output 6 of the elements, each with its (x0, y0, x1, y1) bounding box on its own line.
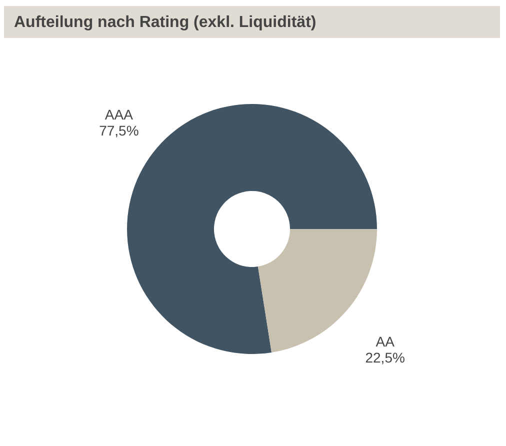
donut-slice (258, 229, 377, 352)
slice-label: AAA (104, 106, 134, 122)
data-label: 77,5% (99, 122, 139, 138)
slice-label: AA (376, 334, 396, 350)
data-label: 22,5% (365, 350, 405, 366)
chart-title: Aufteilung nach Rating (exkl. Liquidität) (14, 14, 316, 31)
